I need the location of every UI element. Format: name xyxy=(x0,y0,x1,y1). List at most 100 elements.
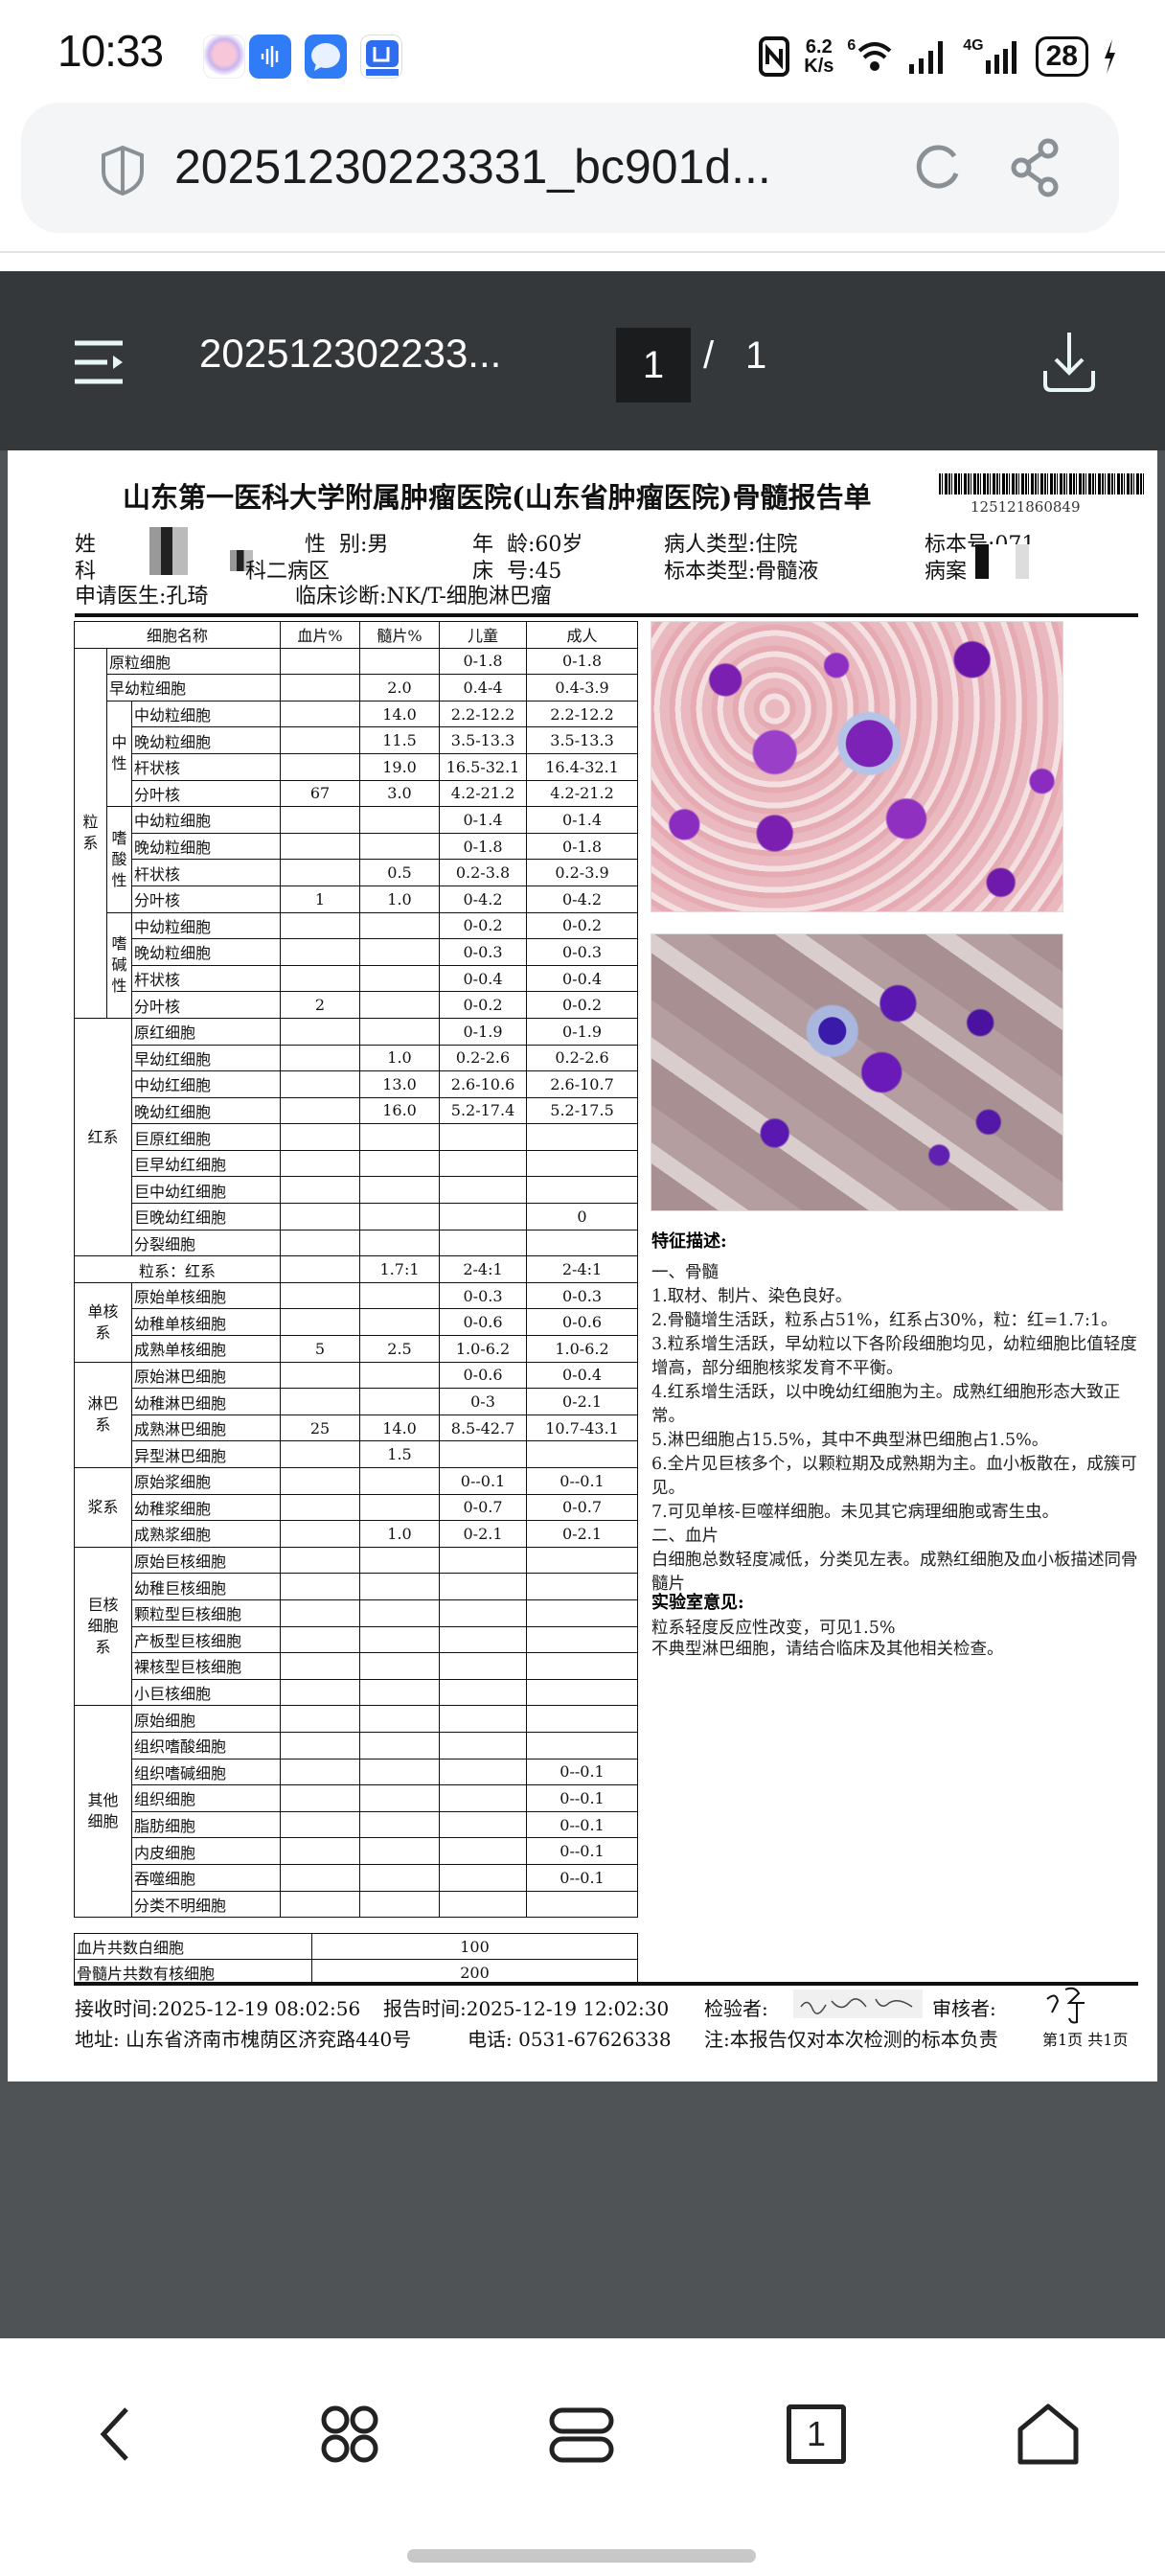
blood-smear-value xyxy=(280,1308,361,1337)
home-button[interactable] xyxy=(1005,2391,1091,2477)
section-label: 巨核细胞系 xyxy=(74,1546,132,1707)
blood-smear-value xyxy=(280,832,361,861)
section-label: 单核系 xyxy=(74,1281,132,1363)
child-reference: 0-0.6 xyxy=(439,1361,528,1390)
dept-ward: 科二病区 xyxy=(245,560,331,584)
description-line: 7.可见单核-巨噬样细胞。未见其它病理细胞或寄生虫。 xyxy=(651,1503,1060,1522)
marrow-smear-value xyxy=(359,1837,441,1865)
adult-reference xyxy=(526,1149,639,1178)
url-text[interactable]: 20251230223331_bc901d... xyxy=(174,140,771,194)
cell-name: 颗粒型巨核细胞 xyxy=(130,1598,282,1627)
cell-name: 晚幼粒细胞 xyxy=(130,938,282,966)
marrow-smear-value: 1.0 xyxy=(359,1044,441,1072)
adult-reference xyxy=(526,1678,639,1707)
tab-count-button[interactable]: 1 xyxy=(773,2391,859,2477)
back-button[interactable] xyxy=(72,2391,158,2477)
bed-number: 床 号:45 xyxy=(472,560,562,584)
child-reference xyxy=(439,1546,528,1575)
child-reference xyxy=(439,1731,528,1760)
cell-name: 组织嗜碱细胞 xyxy=(130,1758,282,1786)
child-reference: 0-2.1 xyxy=(439,1520,528,1548)
specimen-type: 标本类型:骨髓液 xyxy=(664,560,819,584)
subgroup-label: 嗜酸性 xyxy=(106,806,132,913)
redacted-name xyxy=(149,527,188,575)
blood-smear-value xyxy=(280,1096,361,1125)
section-label: 粒系 xyxy=(74,647,107,1019)
gender: 性 别:男 xyxy=(305,533,389,557)
child-reference: 0-3 xyxy=(439,1388,528,1415)
cell-name: 原始细胞 xyxy=(130,1705,282,1733)
table-row: 分叶核 1 1.0 0-4.2 0-4.2 xyxy=(75,885,639,913)
blood-smear-value xyxy=(280,647,361,676)
marrow-smear-value xyxy=(359,1758,441,1786)
gallery-app-icon xyxy=(203,34,245,79)
child-reference: 8.5-42.7 xyxy=(439,1414,528,1442)
marrow-smear-value: 1.0 xyxy=(359,1520,441,1548)
multitask-button[interactable] xyxy=(307,2391,393,2477)
adult-reference: 0--0.1 xyxy=(526,1810,639,1839)
security-shield-icon[interactable] xyxy=(100,145,146,196)
pdf-page: 山东第一医科大学附属肿瘤医院(山东省肿瘤医院)骨髓报告单 12512186084… xyxy=(8,450,1157,2082)
signal-icon xyxy=(909,41,944,74)
adult-reference: 4.2-21.2 xyxy=(526,779,639,808)
marrow-smear-value: 1.0 xyxy=(359,885,441,913)
ratio-value: 1.7:1 xyxy=(359,1255,441,1283)
marrow-smear-value xyxy=(359,1229,441,1257)
child-reference: 2.6-10.6 xyxy=(439,1070,528,1098)
adult-reference: 0-0.4 xyxy=(526,964,639,993)
system-icons: 6.2 K/s 6 4G 28 xyxy=(758,33,1117,80)
cell-name: 杆状核 xyxy=(130,752,282,781)
table-row: 幼稚巨核细胞 xyxy=(75,1573,639,1600)
table-row: 中性 中幼粒细胞 14.0 2.2-12.2 2.2-12.2 xyxy=(75,700,639,808)
download-icon[interactable] xyxy=(1040,331,1098,394)
adult-reference: 0.4-3.9 xyxy=(526,674,639,702)
adult-reference: 0--0.1 xyxy=(526,1784,639,1812)
child-reference: 0-1.8 xyxy=(439,832,528,861)
child-reference xyxy=(439,1598,528,1627)
table-row: 组织嗜酸细胞 xyxy=(75,1731,639,1760)
column-header: 儿童 xyxy=(439,621,528,649)
feature-description: 特征描述: 一、骨髓 1.取材、制片、染色良好。 2.骨髓增生活跃，粒系占51%，红… xyxy=(651,1230,1145,1597)
page-number-input[interactable]: 1 xyxy=(616,328,691,402)
totals-row: 血片共数白细胞 100 xyxy=(74,1933,638,1960)
home-indicator[interactable] xyxy=(407,2549,756,2563)
cell-name: 分叶核 xyxy=(130,779,282,808)
child-reference: 0-0.2 xyxy=(439,991,528,1019)
tab-count-icon: 1 xyxy=(787,2404,846,2464)
hospital-address: 地址: 山东省济南市槐荫区济兖路440号 xyxy=(75,2028,412,2051)
tabs-stack-button[interactable] xyxy=(538,2391,625,2477)
marrow-smear-value xyxy=(359,1810,441,1839)
ratio-value: 2-4:1 xyxy=(526,1255,639,1283)
share-icon[interactable] xyxy=(1008,137,1063,198)
reload-icon[interactable] xyxy=(912,141,966,195)
child-reference xyxy=(439,1229,528,1257)
child-reference: 2.2-12.2 xyxy=(439,700,528,728)
adult-reference xyxy=(526,1890,639,1919)
marrow-smear-value xyxy=(359,1203,441,1230)
outline-menu-icon[interactable] xyxy=(73,338,126,386)
adult-reference xyxy=(526,1229,639,1257)
adult-reference xyxy=(526,1598,639,1627)
cell-name: 分裂细胞 xyxy=(130,1229,282,1257)
table-row: 分叶核 2 0-0.2 0-0.2 xyxy=(75,991,639,1019)
child-reference: 0.2-2.6 xyxy=(439,1044,528,1072)
blood-smear-value xyxy=(280,1149,361,1178)
marrow-smear-value: 19.0 xyxy=(359,752,441,781)
marrow-smear-image-2 xyxy=(651,933,1063,1211)
address-bar[interactable]: 20251230223331_bc901d... xyxy=(21,103,1119,233)
table-row: 幼稚淋巴细胞 0-3 0-2.1 xyxy=(75,1388,639,1415)
table-row: 内皮细胞 0--0.1 xyxy=(75,1837,639,1865)
marrow-smear-value xyxy=(359,938,441,966)
marrow-smear-value xyxy=(359,1123,441,1151)
table-row: 分裂细胞 xyxy=(75,1229,639,1257)
cell-name: 原始单核细胞 xyxy=(130,1281,282,1310)
table-row: 颗粒型巨核细胞 xyxy=(75,1598,639,1627)
reviewer-label: 审核者: xyxy=(932,1997,996,2020)
status-bar: 10:33 6.2 K/s 6 4G 28 xyxy=(0,0,1165,101)
table-row: 嗜酸性 中幼粒细胞 0-1.4 0-1.4 xyxy=(75,806,639,913)
child-reference xyxy=(439,1149,528,1178)
cell-count-table: 细胞名称 血片% 髓片% 儿童 成人 粒系 原粒细胞 0-1.8 0-1.8 早幼粒细胞 2.0 0.… xyxy=(73,621,639,1919)
cell-name: 中幼粒细胞 xyxy=(130,700,282,728)
child-reference: 4.2-21.2 xyxy=(439,779,528,808)
age: 年 龄:60岁 xyxy=(472,533,583,557)
